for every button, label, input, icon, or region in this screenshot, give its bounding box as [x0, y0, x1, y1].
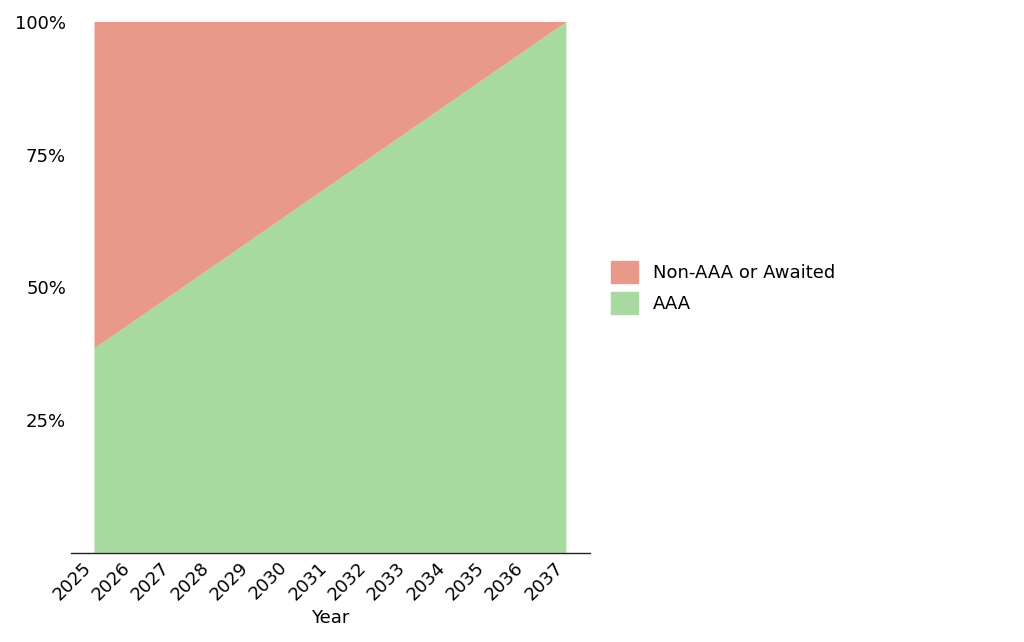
- X-axis label: Year: Year: [311, 609, 349, 627]
- Legend: Non-AAA or Awaited, AAA: Non-AAA or Awaited, AAA: [604, 254, 843, 321]
